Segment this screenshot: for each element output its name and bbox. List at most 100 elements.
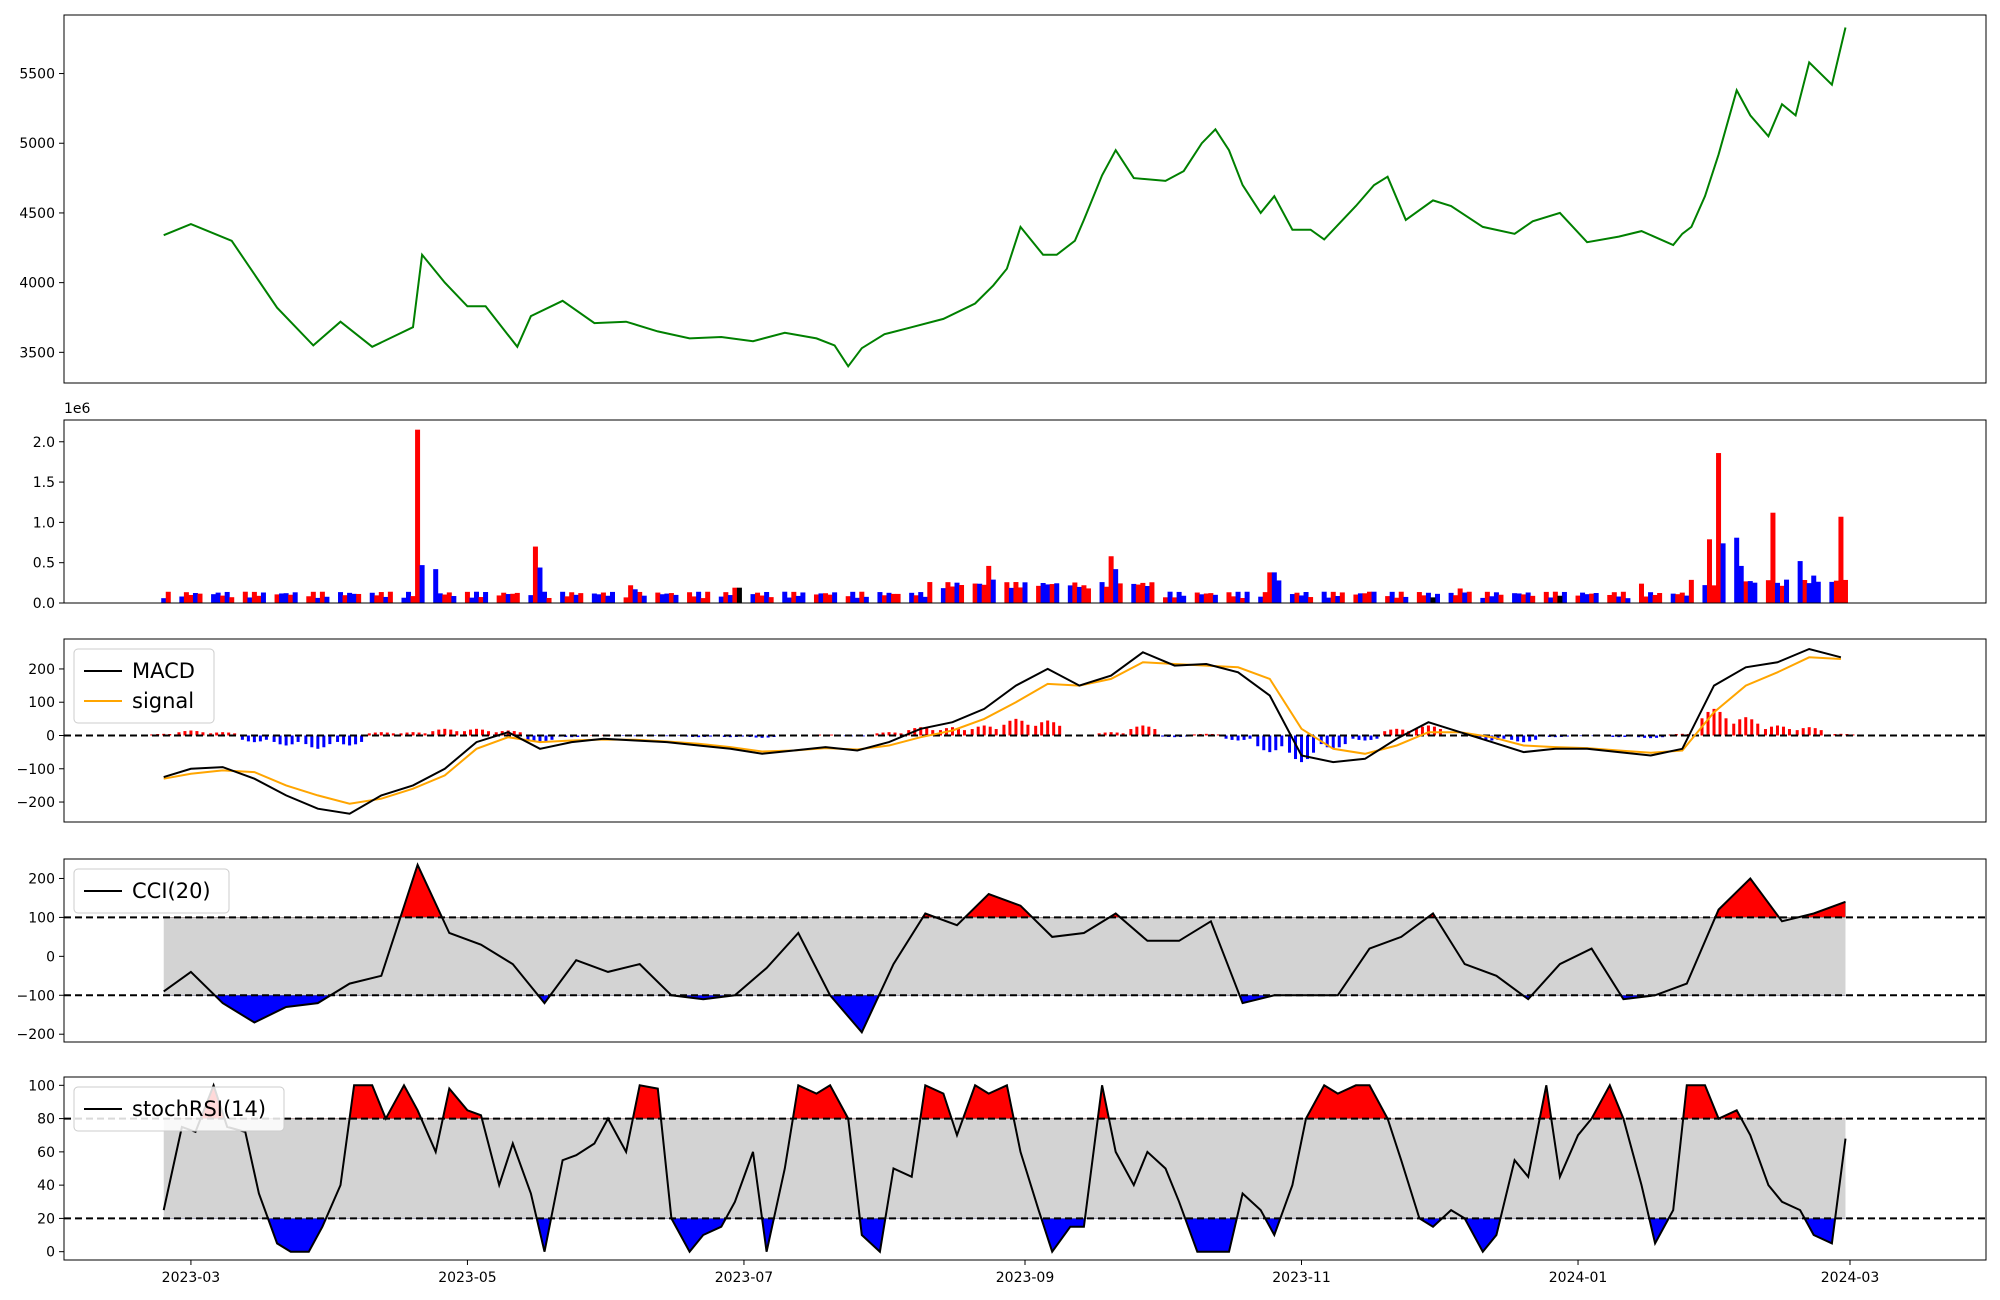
macd-histogram-bar (322, 735, 326, 748)
volume-bar (759, 595, 765, 603)
volume-bar (1203, 593, 1209, 603)
volume-bar (696, 591, 702, 603)
volume-bar (288, 594, 294, 603)
stochrsi-panel: 0 20 40 60 80 100 stochRSI(14) (28, 1076, 1987, 1261)
macd-histogram-bar (1738, 719, 1742, 736)
volume-bar (188, 594, 194, 603)
volume-bar (1335, 596, 1341, 603)
macd-histogram-bar (760, 735, 764, 738)
volume-bar (369, 592, 375, 603)
macd-histogram-bar (1775, 725, 1779, 736)
volume-bar (469, 597, 475, 603)
volume-bar (1466, 591, 1472, 603)
volume-bar (782, 591, 788, 603)
volume-bar (1421, 595, 1427, 603)
stochrsi-ytick-label: 60 (37, 1145, 55, 1161)
macd-histogram-bar (1718, 711, 1722, 736)
cci-ytick-label: 200 (28, 871, 55, 887)
volume-bar (1067, 585, 1073, 603)
volume-bar (736, 587, 742, 603)
price-panel: 3500 4000 4500 5000 5500 (19, 14, 1987, 384)
macd-histogram-bar (1801, 728, 1805, 736)
volume-bar (1611, 592, 1617, 603)
macd-histogram-bar (1135, 726, 1139, 736)
volume-bar (1516, 593, 1522, 603)
macd-histogram-bar (1496, 735, 1500, 740)
volume-bar (292, 592, 298, 603)
volume-bar (537, 567, 543, 603)
volume-bar (795, 595, 801, 603)
volume-bar (542, 591, 547, 603)
volume-bar (1017, 587, 1023, 603)
stochrsi-ytick-label: 20 (37, 1211, 55, 1227)
volume-bar (854, 597, 860, 603)
volume-bar (1353, 594, 1359, 603)
volume-bar (374, 595, 380, 603)
volume-bar (990, 579, 996, 603)
macd-histogram-bar (766, 735, 770, 738)
macd-ytick-label: 200 (28, 662, 55, 678)
volume-bar (1036, 585, 1042, 603)
volume-bar (410, 596, 416, 603)
volume-bar (1321, 591, 1327, 603)
macd-histogram-bar (1502, 735, 1506, 739)
macd-histogram-bar (1026, 724, 1030, 736)
macd-histogram-bar (1522, 735, 1526, 743)
macd-histogram-bar (481, 729, 485, 736)
volume-bar (1326, 597, 1332, 603)
macd-histogram-bar (931, 730, 935, 736)
volume-bar (881, 595, 887, 603)
macd-histogram-bar (1129, 729, 1133, 736)
volume-bar (850, 591, 856, 603)
volume-bar (1838, 516, 1844, 603)
volume-bar (1425, 592, 1431, 603)
volume-bar (1172, 597, 1178, 603)
volume-bar (1525, 592, 1531, 603)
volume-bar (922, 596, 928, 603)
macd-histogram-bar (1262, 735, 1266, 751)
macd-histogram-bar (1414, 729, 1418, 736)
volume-bar (1276, 580, 1282, 603)
volume-bar (1684, 595, 1690, 603)
volume-bar (1806, 583, 1812, 603)
volume-ytick-label: 0.5 (33, 556, 55, 572)
volume-bar (1648, 592, 1654, 603)
macd-histogram-bar (405, 732, 409, 736)
macd-histogram-bar (1103, 732, 1107, 736)
price-ytick-label: 4500 (19, 206, 55, 222)
macd-histogram-bar (893, 732, 897, 736)
volume-bar (1308, 597, 1314, 603)
volume-bar (927, 582, 933, 603)
macd-histogram-bar (385, 732, 389, 736)
volume-bar (383, 596, 389, 603)
macd-histogram-bar (316, 735, 320, 749)
volume-bar (165, 591, 171, 603)
volume-bar (1389, 591, 1395, 603)
volume-bar (723, 592, 729, 603)
macd-histogram-bar (1230, 735, 1234, 740)
macd-histogram-bar (1706, 711, 1710, 736)
macd-histogram-bar (1274, 735, 1278, 751)
macd-histogram-bar (818, 734, 822, 736)
volume-bar (478, 597, 484, 603)
stochrsi-ytick-label: 0 (46, 1245, 55, 1261)
macd-histogram-bar (1363, 735, 1367, 741)
volume-bar (981, 584, 987, 603)
macd-histogram-bar (1724, 718, 1728, 736)
volume-bar (401, 597, 407, 603)
volume-bar (668, 593, 674, 603)
volume-bar (1811, 575, 1817, 603)
macd-histogram-bar (899, 733, 903, 736)
volume-bar (220, 595, 226, 603)
macd-histogram-bar (1325, 735, 1329, 748)
volume-bar (605, 595, 611, 603)
volume-bar (727, 595, 733, 603)
volume-bar (1267, 572, 1273, 603)
macd-histogram-bar (830, 734, 834, 736)
volume-bar (1403, 596, 1409, 603)
volume-bar (378, 592, 384, 603)
volume-bar (211, 594, 217, 603)
volume-bar (1548, 597, 1554, 603)
volume-bar (510, 593, 516, 603)
macd-histogram-bar (455, 731, 459, 736)
